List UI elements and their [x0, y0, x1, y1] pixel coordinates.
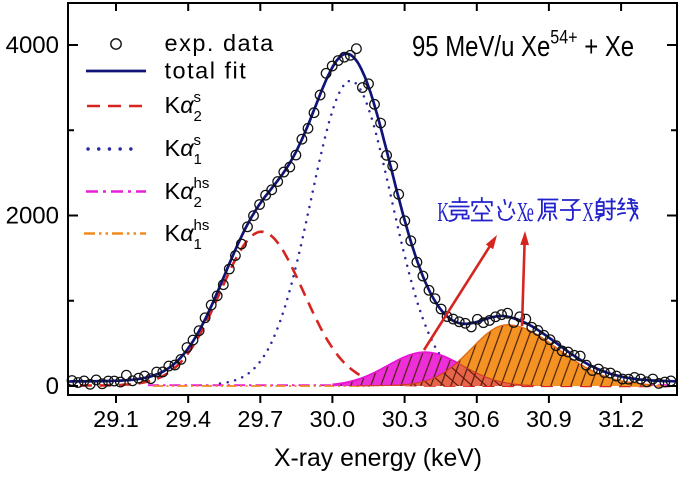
svg-text:29.1: 29.1	[93, 406, 139, 432]
svg-text:0: 0	[46, 373, 59, 400]
svg-text:2000: 2000	[6, 203, 59, 230]
svg-text:hs: hs	[194, 175, 210, 192]
svg-text:s: s	[194, 132, 202, 149]
svg-text:s: s	[194, 89, 202, 106]
svg-text:X-ray energy (keV): X-ray energy (keV)	[274, 445, 482, 472]
svg-text:30.9: 30.9	[526, 406, 572, 432]
svg-text:exp. data: exp. data	[165, 30, 275, 56]
svg-text:Kα: Kα	[165, 220, 195, 246]
svg-text:X: X	[582, 197, 594, 228]
svg-text:30.6: 30.6	[454, 406, 500, 432]
svg-text:30.3: 30.3	[382, 406, 428, 432]
svg-text:X: X	[517, 197, 529, 228]
svg-text:Kα: Kα	[165, 135, 195, 161]
svg-text:30.0: 30.0	[310, 406, 356, 432]
svg-text:4000: 4000	[6, 32, 59, 59]
svg-text:e: e	[527, 197, 534, 228]
svg-text:29.7: 29.7	[237, 406, 283, 432]
svg-text:total fit: total fit	[165, 58, 248, 84]
svg-text:K: K	[437, 197, 449, 228]
svg-text:2: 2	[194, 194, 202, 211]
svg-text:29.4: 29.4	[165, 406, 211, 432]
svg-text:31.2: 31.2	[598, 406, 644, 432]
svg-text:2: 2	[194, 108, 202, 125]
svg-text:Kα: Kα	[165, 178, 195, 204]
svg-text:95 MeV/u Xe54+ + Xe: 95 MeV/u Xe54+ + Xe	[412, 26, 634, 62]
svg-text:Kα: Kα	[165, 92, 195, 118]
svg-text:1: 1	[194, 236, 202, 253]
svg-text:hs: hs	[194, 217, 210, 234]
svg-text:1: 1	[194, 151, 202, 168]
